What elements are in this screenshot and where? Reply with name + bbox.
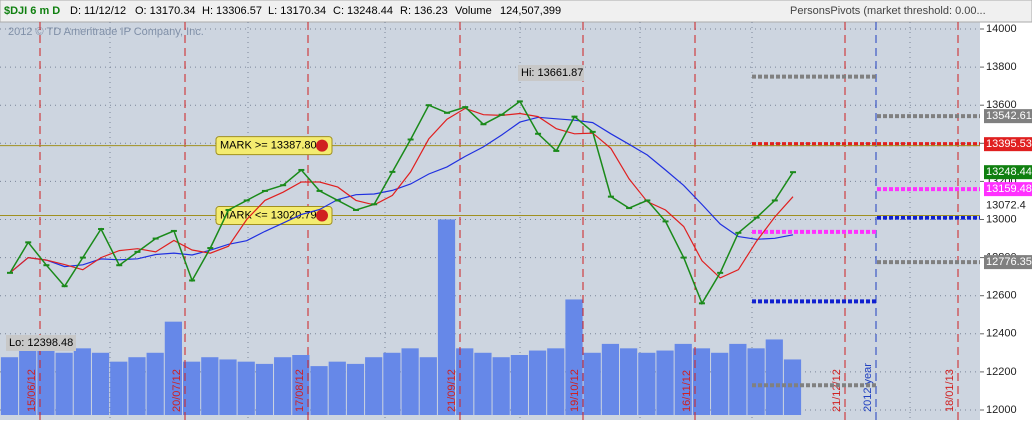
price-line <box>9 100 794 305</box>
volume-bar <box>492 357 510 415</box>
y-tick-label: 12000 <box>986 404 1017 416</box>
volume-bar <box>37 335 55 415</box>
volume-bar <box>182 361 201 415</box>
volume-bar <box>565 299 583 415</box>
volume-bar <box>729 343 747 415</box>
volume-bar <box>201 357 219 415</box>
volume-bar <box>146 352 164 415</box>
volume-bar <box>437 219 456 415</box>
date-label: 16/11/12 <box>681 370 693 412</box>
volume-bar <box>620 348 638 415</box>
price-label-box <box>984 137 1032 152</box>
volume-bar <box>601 343 620 415</box>
mark-remove[interactable] <box>316 139 328 152</box>
header-close: C: 13248.44 <box>333 5 393 17</box>
date-label: 21/09/12 <box>446 369 458 412</box>
date-label: 20/07/12 <box>171 369 183 412</box>
header-bar <box>0 0 1032 23</box>
price-label-box <box>984 165 1032 180</box>
volume-bar <box>0 357 19 415</box>
mark-label: MARK >= 13387.80 <box>220 140 317 152</box>
price-label: 13159.48 <box>986 183 1032 195</box>
volume-bar <box>274 357 292 415</box>
volume-bar <box>346 363 365 415</box>
volume-bar <box>365 357 383 415</box>
symbol[interactable]: $DJI 6 m D <box>4 5 60 17</box>
volume-bar <box>328 361 346 415</box>
date-label: 2012 year <box>862 363 874 412</box>
volume-bar <box>128 357 146 415</box>
price-label: 13072.4 <box>986 200 1026 212</box>
volume-bar <box>310 366 328 415</box>
volume-bar <box>583 352 601 415</box>
volume-bar <box>19 348 37 415</box>
volume-bar <box>164 321 182 415</box>
y-tick-label: 12400 <box>986 328 1017 340</box>
y-tick-label: 13000 <box>986 213 1017 225</box>
price-label-box <box>984 109 1032 124</box>
price-label: 12776.35 <box>986 256 1032 268</box>
price-label-box <box>984 255 1032 270</box>
mark-remove[interactable] <box>316 209 328 222</box>
volume-bar <box>219 359 237 415</box>
date-label: 21/12/12 <box>831 369 843 412</box>
copyright: 2012 © TD Ameritrade IP Company, Inc. <box>8 26 204 38</box>
volume-bar <box>528 350 547 415</box>
volume-bar <box>783 359 802 415</box>
price-label: 13395.53 <box>986 138 1032 150</box>
volume-bar <box>747 348 765 415</box>
header-high: H: 13306.57 <box>202 5 262 17</box>
price-label: 13542.61 <box>986 110 1032 122</box>
date-label: 17/08/12 <box>294 369 306 412</box>
y-tick-label: 13600 <box>986 99 1017 111</box>
volume-bar <box>55 352 73 415</box>
study-name[interactable]: PersonsPivots (market threshold: 0.00... <box>790 5 986 17</box>
y-tick-label: 13800 <box>986 61 1017 73</box>
header-volume-label: Volume <box>455 5 492 17</box>
lo-box <box>6 335 76 351</box>
volume-bar <box>383 352 401 415</box>
date-label: 18/01/13 <box>944 369 956 412</box>
volume-bar <box>237 361 255 415</box>
price-label-box <box>984 182 1032 197</box>
date-label: 19/10/12 <box>569 369 581 412</box>
volume-bar <box>255 363 274 415</box>
hi-box <box>518 65 584 81</box>
volume-bar <box>474 352 492 415</box>
volume-bar <box>91 352 110 415</box>
volume-bar <box>73 348 91 415</box>
volume-bar <box>638 352 656 415</box>
price-label: 13248.44 <box>986 166 1032 178</box>
volume-bar <box>510 355 528 415</box>
header-date: D: 11/12/12 <box>70 5 126 17</box>
volume-bar <box>292 355 310 415</box>
mark-box <box>215 206 333 226</box>
price-label-box <box>984 198 1032 213</box>
volume-bar <box>456 348 474 415</box>
header-range: R: 136.23 <box>400 5 448 17</box>
header-low: L: 13170.34 <box>268 5 326 17</box>
volume-bar <box>674 343 692 415</box>
date-label: 15/06/12 <box>26 369 38 412</box>
y-tick-label: 14000 <box>986 23 1017 35</box>
volume-bar <box>401 348 419 415</box>
mark-box <box>215 136 333 156</box>
y-tick-label: 12200 <box>986 366 1017 378</box>
y-tick-label: 12600 <box>986 290 1017 302</box>
volume-bar <box>110 361 128 415</box>
mark-label: MARK <= 13020.79 <box>220 209 317 221</box>
hi-label: Hi: 13661.87 <box>521 67 583 79</box>
volume-bar <box>419 357 437 415</box>
volume-bar <box>547 348 565 415</box>
header-volume: 124,507,399 <box>500 5 561 17</box>
volume-bar <box>765 339 783 415</box>
lo-label: Lo: 12398.48 <box>9 337 73 349</box>
header-open: O: 13170.34 <box>135 5 196 17</box>
ma-slow <box>9 116 794 274</box>
volume-bar <box>656 350 674 415</box>
volume-bar <box>711 352 729 415</box>
volume-bar <box>692 348 711 415</box>
